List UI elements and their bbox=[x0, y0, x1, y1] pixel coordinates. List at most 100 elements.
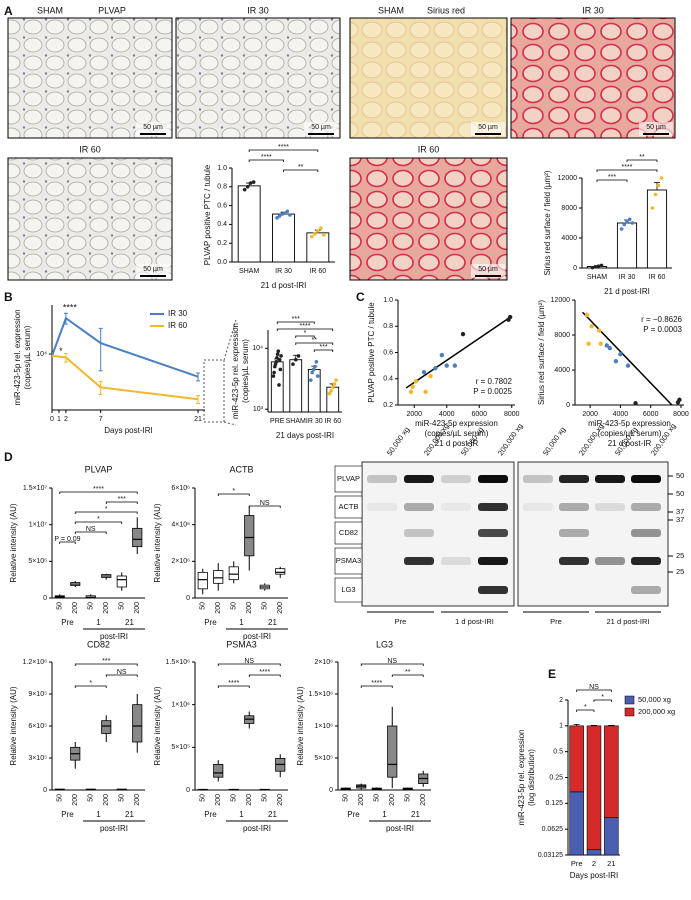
significance-label: **** bbox=[261, 154, 272, 161]
data-point bbox=[334, 378, 338, 382]
band bbox=[441, 557, 471, 565]
group-label: 21 bbox=[125, 810, 134, 819]
bracket bbox=[74, 521, 123, 524]
group-label: 1 d post-IRI bbox=[455, 617, 494, 626]
significance-label: ** bbox=[312, 337, 318, 344]
panel-label: E bbox=[548, 667, 556, 681]
y-tick-label: 0.0 bbox=[217, 259, 227, 266]
significance-label: **** bbox=[259, 669, 270, 676]
bar bbox=[272, 213, 295, 263]
scale-bar-bg bbox=[639, 122, 673, 136]
x-tick-label: 200 bbox=[215, 602, 222, 614]
box bbox=[132, 527, 143, 548]
data-point bbox=[452, 363, 458, 368]
panel-label: D bbox=[4, 450, 13, 464]
panel-a-images bbox=[7, 17, 676, 281]
data-point bbox=[275, 352, 280, 357]
bracket bbox=[295, 342, 334, 345]
group-label: Pre bbox=[61, 810, 74, 819]
x-tick-label: IR 60 bbox=[649, 274, 666, 281]
band bbox=[631, 529, 661, 537]
data-point bbox=[630, 221, 635, 225]
box bbox=[101, 720, 112, 734]
significance-label: *** bbox=[102, 658, 110, 665]
group-label: Pre bbox=[347, 810, 360, 819]
y-axis-label: (copies/µL serum) bbox=[241, 339, 250, 403]
y-axis-label: Relative intensity (AU) bbox=[153, 503, 162, 582]
y-axis-label: PLVAP positive PTC / tubule bbox=[203, 164, 212, 265]
data-point bbox=[596, 264, 601, 268]
band bbox=[404, 475, 434, 483]
data-point bbox=[625, 363, 631, 368]
bar-segment bbox=[604, 725, 619, 819]
box bbox=[213, 764, 224, 778]
line bbox=[51, 316, 199, 378]
data-point bbox=[310, 234, 314, 239]
data-point bbox=[653, 192, 658, 197]
data-point bbox=[288, 213, 292, 217]
y-axis-label: miR-423-5p rel. expression bbox=[231, 323, 240, 419]
bar-segment bbox=[569, 725, 584, 793]
group-label: Pre bbox=[395, 617, 407, 626]
annotation: **** bbox=[63, 303, 78, 313]
bracket bbox=[74, 685, 107, 688]
significance-label: * bbox=[304, 330, 307, 337]
error-bar bbox=[98, 381, 103, 395]
marker-label: 50 bbox=[676, 489, 684, 498]
band bbox=[595, 503, 625, 511]
legend-label: IR 30 bbox=[168, 309, 188, 318]
y-tick-label: 0.6 bbox=[383, 349, 393, 356]
band bbox=[559, 529, 589, 537]
data-point bbox=[275, 355, 279, 360]
bracket bbox=[360, 663, 424, 666]
band bbox=[595, 475, 625, 483]
data-point bbox=[439, 352, 445, 358]
group-label: 21 bbox=[125, 618, 134, 627]
zoom-line bbox=[223, 319, 237, 361]
y-tick-label: 1 bbox=[559, 723, 563, 730]
x-axis-label: post-IRI bbox=[100, 632, 128, 641]
significance-label: NS bbox=[387, 658, 397, 665]
x-tick-label: 50 bbox=[405, 794, 412, 802]
y-axis-label: Relative intensity (AU) bbox=[296, 686, 305, 765]
data-point bbox=[604, 343, 609, 348]
x-axis-label: miR-423-5p expression bbox=[588, 419, 671, 428]
band bbox=[523, 503, 553, 511]
x-axis-label: post-IRI bbox=[100, 824, 128, 833]
data-point bbox=[650, 206, 655, 210]
bracket bbox=[105, 501, 138, 504]
bracket bbox=[391, 674, 424, 677]
box bbox=[213, 570, 224, 584]
significance-label: **** bbox=[228, 680, 239, 687]
box bbox=[244, 515, 255, 557]
bracket bbox=[59, 541, 76, 544]
bracket bbox=[105, 674, 138, 677]
x-tick-label: 200 bbox=[134, 602, 141, 614]
x-axis-label: miR-423-5p expression bbox=[415, 419, 498, 428]
row-label-box bbox=[334, 577, 363, 603]
bracket bbox=[576, 709, 595, 712]
zoom-guides bbox=[203, 319, 237, 426]
data-point bbox=[308, 378, 313, 382]
scale-bar-bg bbox=[471, 122, 505, 136]
bracket bbox=[626, 159, 658, 162]
image-label: SHAM bbox=[37, 5, 63, 15]
data-point bbox=[322, 232, 326, 237]
y-tick-label: 0 bbox=[566, 402, 570, 409]
error-bar bbox=[196, 372, 201, 382]
band bbox=[478, 529, 508, 537]
x-tick-label: 7 bbox=[99, 416, 103, 423]
data-point bbox=[408, 389, 414, 395]
data-point bbox=[327, 391, 332, 396]
band bbox=[595, 557, 625, 565]
band bbox=[559, 557, 589, 565]
y-axis-label: Relative intensity (AU) bbox=[9, 503, 18, 582]
group-label: 1 bbox=[239, 618, 244, 627]
significance-label: **** bbox=[622, 164, 633, 171]
x-tick-label: 200 bbox=[389, 794, 396, 806]
panel-label: C bbox=[356, 290, 365, 304]
y-axis-label: miR-423-5p rel. expression bbox=[517, 729, 526, 825]
x-axis-label: post-IRI bbox=[243, 824, 271, 833]
significance-label: NS bbox=[244, 658, 254, 665]
data-point bbox=[413, 379, 419, 384]
